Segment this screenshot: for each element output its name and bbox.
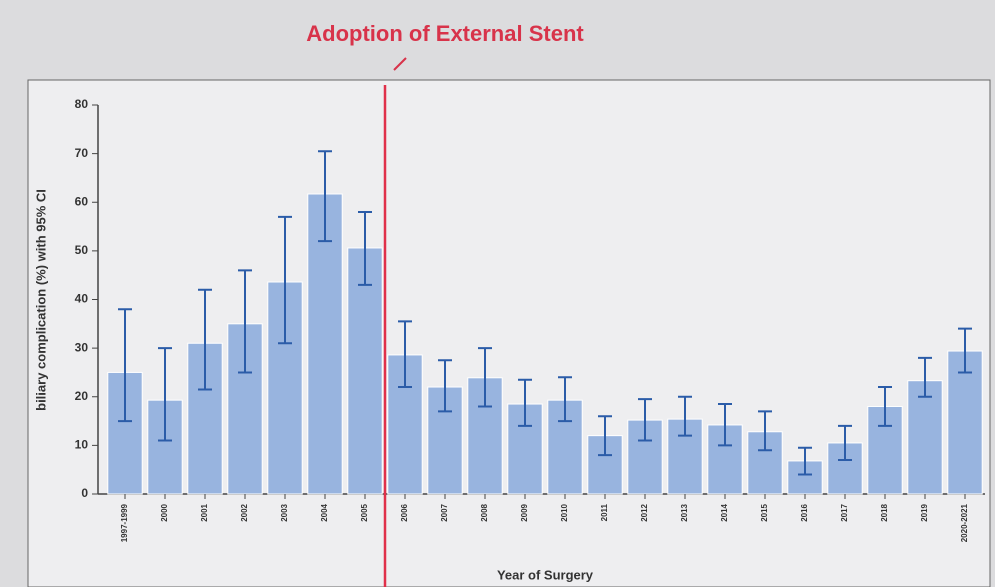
x-tick-label: 2006 (400, 503, 409, 521)
error-bar (518, 378, 532, 427)
annotation-arrow (393, 57, 407, 71)
error-bar (918, 356, 932, 398)
error-bar (278, 215, 292, 345)
y-tick-label: 30 (75, 340, 89, 354)
error-bar (838, 424, 852, 461)
y-tick-label: 50 (75, 243, 89, 257)
error-bar (118, 308, 132, 423)
x-tick-label: 2019 (920, 503, 929, 521)
bar (947, 350, 983, 495)
y-axis-label: biliary complication (%) with 95% CI (33, 189, 48, 411)
x-tick-label: 2008 (480, 503, 489, 521)
error-bar (758, 410, 772, 452)
x-tick-label: 2016 (800, 503, 809, 521)
error-bar (438, 359, 452, 413)
error-bar (678, 395, 692, 437)
x-tick-label: 2001 (200, 503, 209, 521)
y-tick-label: 10 (75, 438, 89, 452)
x-tick-label: 2005 (360, 503, 369, 521)
x-tick-label: 2015 (760, 503, 769, 521)
error-bar (718, 403, 732, 447)
error-bar (798, 446, 812, 476)
error-bar (158, 347, 172, 442)
x-tick-label: 2009 (520, 503, 529, 521)
error-bar (478, 347, 492, 408)
y-tick-label: 40 (75, 292, 89, 306)
y-tick-label: 0 (81, 486, 88, 500)
x-tick-label: 2013 (680, 503, 689, 521)
error-bar (398, 320, 412, 389)
y-tick-label: 80 (75, 97, 89, 111)
error-bar (198, 288, 212, 391)
x-tick-label: 2004 (320, 503, 329, 521)
x-tick-label: 2014 (720, 503, 729, 521)
x-tick-label: 2002 (240, 503, 249, 521)
x-tick-label: 2017 (840, 503, 849, 521)
x-axis-label: Year of Surgery (497, 567, 594, 582)
y-tick-label: 70 (75, 146, 89, 160)
x-tick-label: 2012 (640, 503, 649, 521)
x-tick-label: 2020-2021 (960, 503, 969, 542)
error-bar (878, 386, 892, 427)
plot-frame (27, 79, 991, 587)
annotation: Adoption of External Stent (306, 21, 584, 46)
x-tick-label: 1997-1999 (120, 503, 129, 542)
error-bar (638, 398, 652, 442)
x-tick-label: 2000 (160, 503, 169, 521)
error-bar (318, 150, 332, 243)
x-tick-label: 2018 (880, 503, 889, 521)
x-tick-label: 2010 (560, 503, 569, 521)
error-bar (558, 376, 572, 423)
x-tick-label: 2011 (600, 503, 609, 521)
error-bar (238, 269, 252, 374)
bar (347, 247, 383, 495)
x-tick-label: 2003 (280, 503, 289, 521)
error-bar (358, 210, 372, 286)
y-tick-label: 20 (75, 389, 89, 403)
error-bar (958, 327, 972, 374)
y-tick-label: 60 (75, 194, 89, 208)
x-tick-label: 2007 (440, 503, 449, 521)
error-bar (598, 415, 612, 457)
